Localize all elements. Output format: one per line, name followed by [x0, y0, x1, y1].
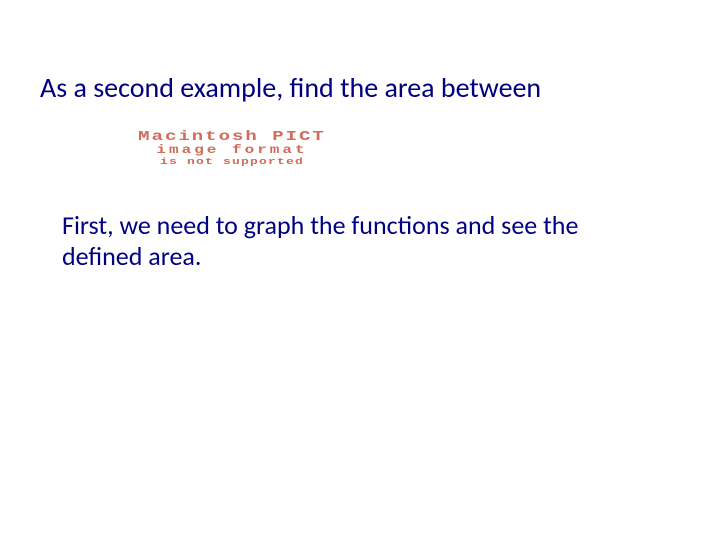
- slide-heading: As a second example, find the area betwe…: [40, 72, 680, 104]
- pict-error-line-3: is not supported: [102, 156, 362, 166]
- pict-error-line-2: image format: [102, 144, 362, 156]
- pict-error-placeholder: Macintosh PICT image format is not suppo…: [102, 130, 362, 166]
- pict-error-line-1: Macintosh PICT: [102, 130, 362, 144]
- slide-body-text: First, we need to graph the functions an…: [62, 210, 622, 272]
